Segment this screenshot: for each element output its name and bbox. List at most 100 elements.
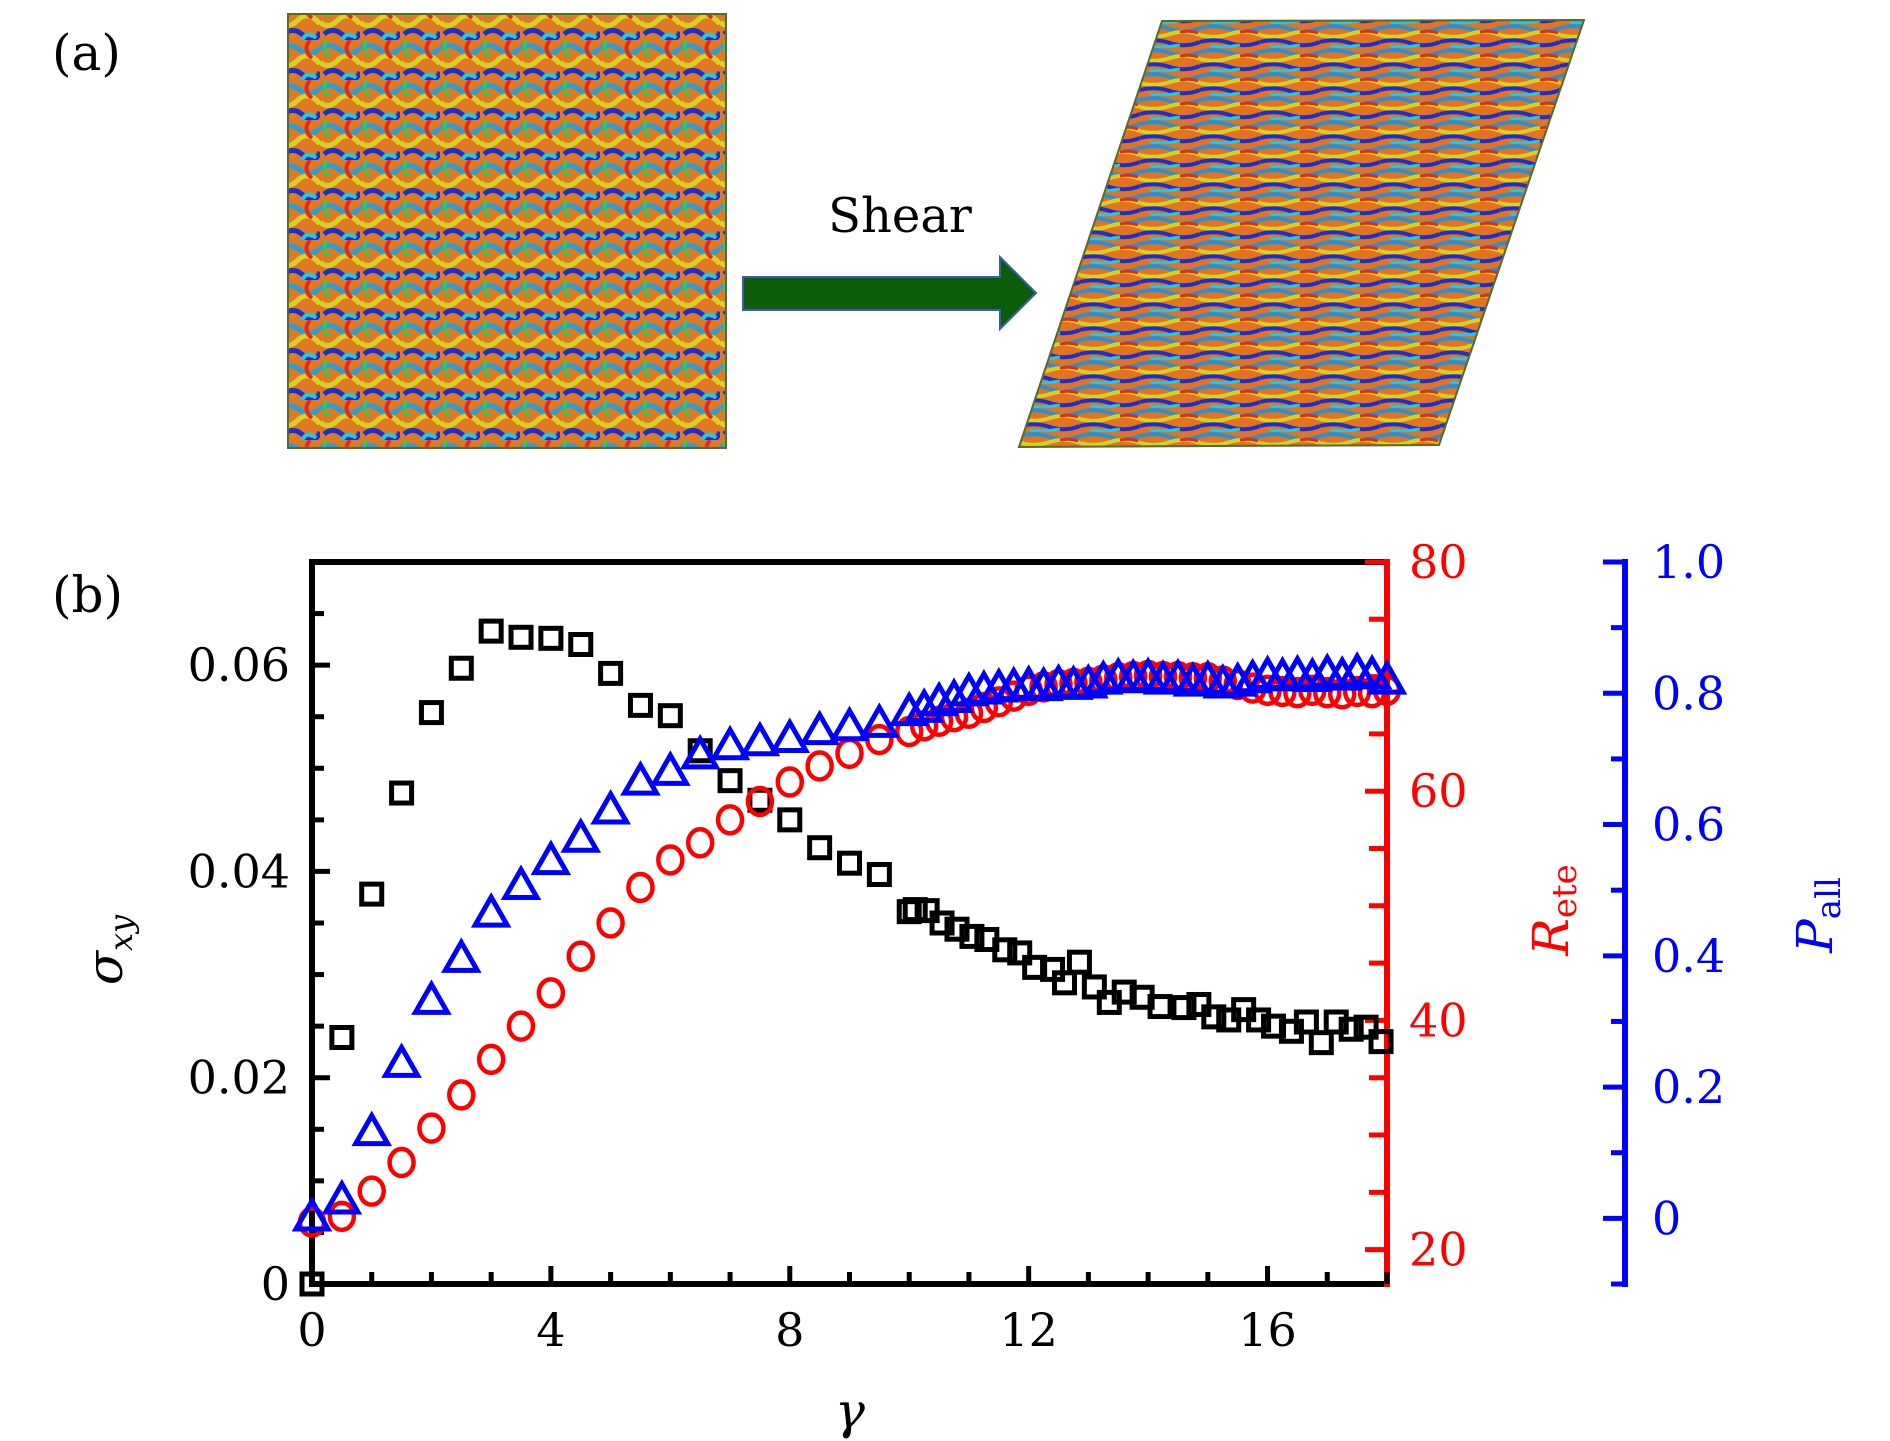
data-point-square bbox=[1308, 1030, 1334, 1056]
data-point-circle bbox=[715, 804, 745, 836]
data-point-square bbox=[1081, 974, 1107, 1000]
data-point-circle bbox=[357, 1175, 386, 1207]
data-point-triangle bbox=[799, 709, 840, 746]
data-point-triangle bbox=[1217, 661, 1259, 697]
data-point-triangle bbox=[590, 789, 631, 825]
pall-y-tick-label: 0.4 bbox=[1652, 929, 1725, 983]
data-point-square bbox=[866, 862, 892, 888]
data-point-circle bbox=[566, 940, 595, 972]
left-y-tick-label: 0 bbox=[261, 1257, 290, 1311]
data-point-triangle bbox=[440, 937, 482, 973]
data-point-triangle bbox=[381, 1042, 422, 1078]
data-point-triangle bbox=[351, 1110, 393, 1147]
data-point-triangle bbox=[500, 864, 542, 901]
x-tick-label: 12 bbox=[999, 1303, 1058, 1357]
data-point-square bbox=[568, 632, 594, 658]
pall-y-tick-label: 1.0 bbox=[1652, 535, 1725, 589]
left-y-tick-label: 0.06 bbox=[188, 638, 290, 692]
rete-y-axis-label-main: R bbox=[1522, 918, 1580, 957]
x-tick-label: 8 bbox=[775, 1303, 804, 1357]
data-point-triangle bbox=[933, 677, 975, 713]
data-point-triangle bbox=[679, 733, 721, 770]
data-point-square bbox=[538, 625, 564, 651]
data-point-triangle bbox=[709, 724, 751, 761]
rete-y-axis-label: Rete bbox=[1522, 864, 1585, 957]
data-point-triangle bbox=[739, 720, 781, 757]
unsheared-configuration-image bbox=[287, 13, 727, 449]
pall-y-axis-label-main: P bbox=[1786, 918, 1844, 954]
data-point-square bbox=[1052, 970, 1077, 996]
data-point-triangle bbox=[620, 760, 661, 796]
data-point-circle bbox=[536, 977, 566, 1009]
data-point-circle bbox=[805, 750, 834, 782]
data-point-square bbox=[1293, 1009, 1319, 1035]
data-point-square bbox=[1066, 949, 1092, 975]
data-point-square bbox=[389, 780, 415, 806]
data-point-circle bbox=[835, 737, 864, 770]
panel-b-label: (b) bbox=[52, 566, 123, 624]
data-point-triangle bbox=[530, 839, 572, 876]
data-point-triangle bbox=[769, 717, 811, 754]
shear-arrow-icon bbox=[742, 254, 1038, 332]
data-point-square bbox=[627, 692, 653, 718]
data-point-circle bbox=[775, 766, 805, 798]
plot-area: 0 4 8 12 16 γ 0 0.02 0.04 0.06 σxy 20 40 60 80 Rete 0 0.2… bbox=[76, 535, 1849, 1440]
data-point-circle bbox=[447, 1079, 476, 1111]
data-point-triangle bbox=[1366, 659, 1408, 695]
pall-y-tick-label: 0.6 bbox=[1652, 798, 1725, 852]
data-point-circle bbox=[626, 871, 655, 904]
data-point-square bbox=[1007, 940, 1033, 966]
data-point-circle bbox=[1313, 676, 1342, 709]
data-point-triangle bbox=[859, 702, 900, 738]
data-point-triangle bbox=[829, 705, 870, 742]
data-point-triangle bbox=[411, 979, 452, 1015]
data-point-triangle bbox=[321, 1178, 363, 1215]
left-y-axis-label-main: σ bbox=[76, 949, 134, 985]
pall-y-tick-label: 0.2 bbox=[1652, 1060, 1725, 1114]
panel-a-label: (a) bbox=[52, 24, 121, 82]
data-point-circle bbox=[1283, 676, 1312, 709]
data-point-circle bbox=[865, 723, 894, 756]
data-point-circle bbox=[327, 1200, 357, 1233]
left-y-tick-label: 0.04 bbox=[188, 844, 290, 898]
data-point-circle bbox=[685, 827, 715, 859]
left-y-tick-label: 0.02 bbox=[188, 1051, 290, 1105]
pall-y-tick-label: 0 bbox=[1652, 1191, 1681, 1245]
rete-y-tick-label: 60 bbox=[1409, 764, 1468, 818]
shear-label: Shear bbox=[828, 188, 972, 244]
data-point-square bbox=[657, 703, 683, 729]
x-tick-label: 0 bbox=[297, 1303, 326, 1357]
data-point-triangle bbox=[560, 817, 602, 853]
data-point-triangle bbox=[888, 690, 930, 727]
data-point-square bbox=[837, 850, 862, 876]
data-point-triangle bbox=[903, 687, 945, 723]
rete-y-tick-label: 80 bbox=[1409, 535, 1468, 589]
data-point-circle bbox=[476, 1043, 506, 1076]
data-point-triangle bbox=[1232, 657, 1273, 694]
data-point-square bbox=[1147, 994, 1173, 1020]
rete-y-tick-label: 40 bbox=[1409, 993, 1468, 1047]
data-point-square bbox=[329, 1024, 355, 1050]
data-point-square bbox=[299, 1271, 325, 1297]
data-point-circle bbox=[417, 1112, 446, 1144]
data-point-circle bbox=[506, 1010, 536, 1042]
x-axis-label: γ bbox=[835, 1382, 865, 1440]
series-pall bbox=[291, 651, 1408, 1232]
data-point-triangle bbox=[1292, 656, 1333, 692]
data-point-square bbox=[1246, 1007, 1272, 1033]
data-point-circle bbox=[745, 785, 775, 818]
data-point-triangle bbox=[1321, 655, 1363, 691]
data-point-square bbox=[959, 923, 985, 949]
data-point-square bbox=[508, 624, 534, 650]
pall-y-axis-label-sub: all bbox=[1809, 877, 1849, 919]
data-point-circle bbox=[596, 907, 625, 939]
x-tick-label: 16 bbox=[1238, 1303, 1297, 1357]
data-point-square bbox=[598, 660, 624, 686]
data-point-square bbox=[777, 807, 803, 833]
data-point-square bbox=[1338, 1016, 1364, 1042]
data-point-square bbox=[1323, 1009, 1349, 1035]
data-point-triangle bbox=[291, 1195, 333, 1232]
data-point-square bbox=[1201, 1004, 1227, 1030]
data-point-square bbox=[478, 618, 504, 644]
